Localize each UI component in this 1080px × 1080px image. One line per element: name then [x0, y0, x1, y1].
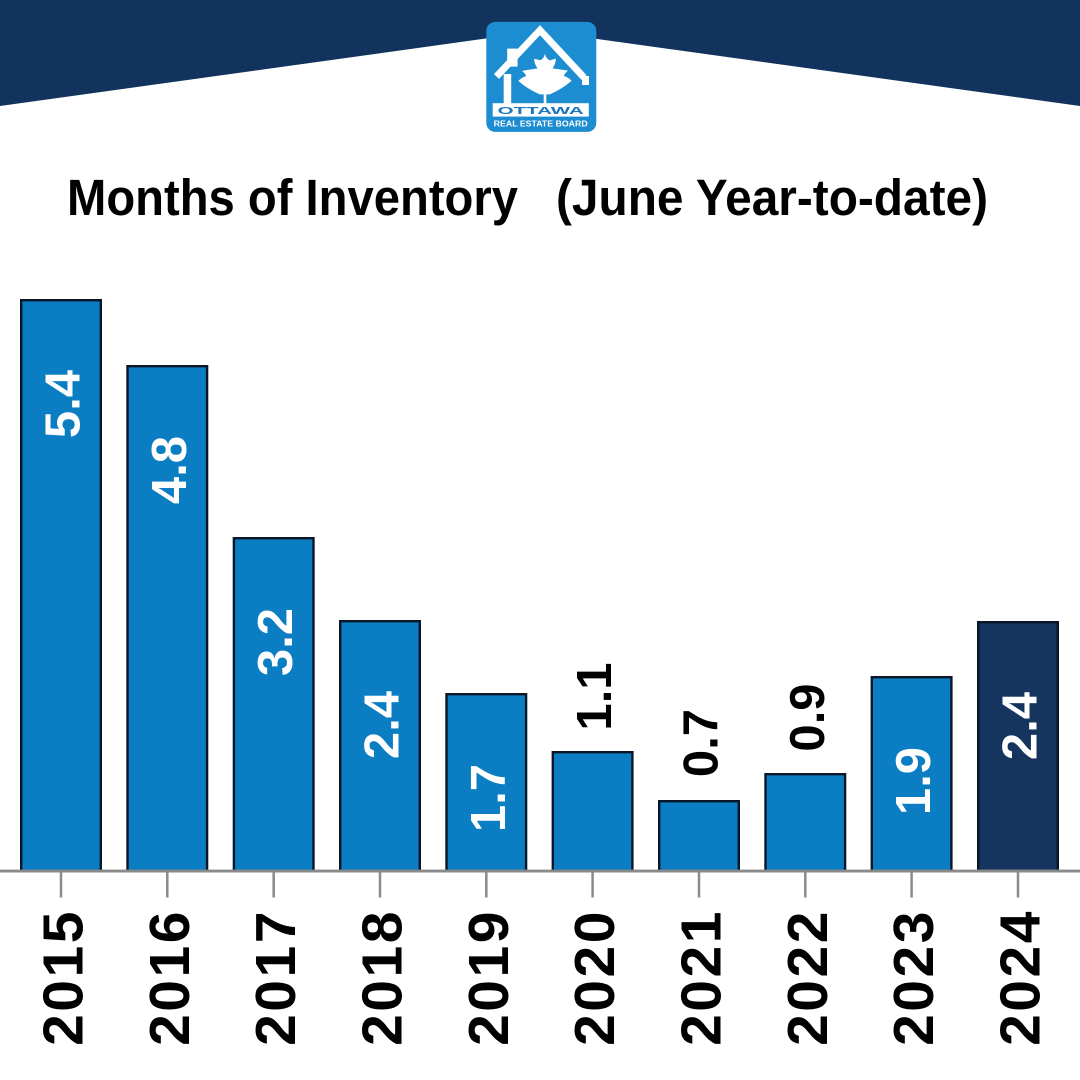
svg-text:1.7: 1.7	[462, 764, 516, 832]
svg-text:2016: 2016	[138, 909, 202, 1046]
svg-text:0.7: 0.7	[675, 709, 729, 777]
svg-text:2022: 2022	[776, 909, 840, 1046]
svg-text:2019: 2019	[457, 909, 521, 1046]
svg-text:4.8: 4.8	[143, 436, 197, 504]
svg-text:(June Year-to-date): (June Year-to-date)	[556, 169, 988, 226]
svg-text:2024: 2024	[988, 909, 1052, 1046]
svg-text:OTTAWA: OTTAWA	[498, 106, 584, 117]
svg-text:2023: 2023	[882, 909, 946, 1046]
svg-text:2021: 2021	[670, 909, 734, 1046]
svg-text:3.2: 3.2	[249, 608, 303, 676]
svg-text:2018: 2018	[351, 909, 415, 1046]
svg-text:0.9: 0.9	[781, 683, 835, 751]
svg-text:2015: 2015	[32, 909, 96, 1046]
svg-text:2017: 2017	[244, 909, 308, 1046]
svg-text:2020: 2020	[563, 909, 627, 1046]
svg-text:Months of Inventory: Months of Inventory	[67, 169, 519, 226]
svg-text:2.4: 2.4	[993, 692, 1047, 760]
svg-text:1.9: 1.9	[887, 747, 941, 815]
svg-text:2.4: 2.4	[356, 691, 410, 759]
svg-text:REAL ESTATE BOARD: REAL ESTATE BOARD	[494, 119, 588, 128]
svg-text:1.1: 1.1	[568, 662, 622, 730]
svg-text:5.4: 5.4	[37, 370, 91, 438]
